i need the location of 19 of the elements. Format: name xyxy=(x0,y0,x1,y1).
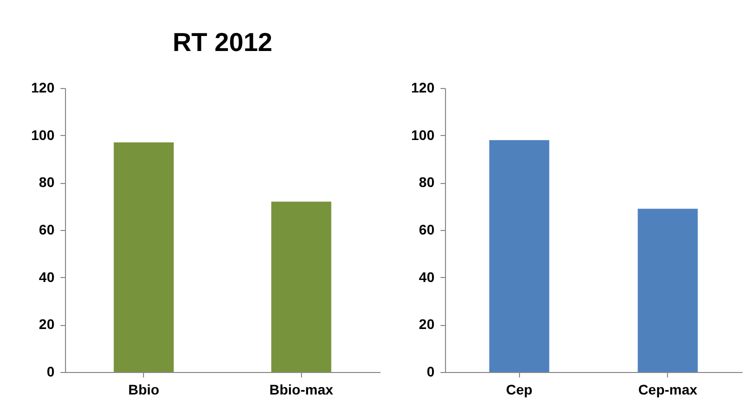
y-tick-label: 120 xyxy=(31,80,55,96)
y-tick-label: 20 xyxy=(418,316,435,332)
y-tick-label: 60 xyxy=(418,222,435,238)
y-tick-label: 40 xyxy=(38,268,55,285)
y-tick-label: 60 xyxy=(38,222,55,238)
y-tick-label: 120 xyxy=(411,80,435,96)
y-tick-label: 100 xyxy=(31,126,55,143)
y-tick-label: 40 xyxy=(418,268,435,285)
y-tick-label: 100 xyxy=(411,126,435,143)
y-tick-label: 0 xyxy=(46,364,55,380)
x-tick-label: Cep xyxy=(506,382,532,398)
x-tick-label: Bbio xyxy=(128,382,160,398)
y-tick-label: 0 xyxy=(426,364,435,380)
y-tick-label: 80 xyxy=(418,174,435,190)
x-tick-label: Cep-max xyxy=(638,382,698,398)
y-tick-label: 80 xyxy=(38,174,55,190)
chart-title: RT 2012 xyxy=(172,27,272,57)
y-tick-label: 20 xyxy=(38,316,55,332)
x-tick-label: Bbio-max xyxy=(269,382,334,398)
